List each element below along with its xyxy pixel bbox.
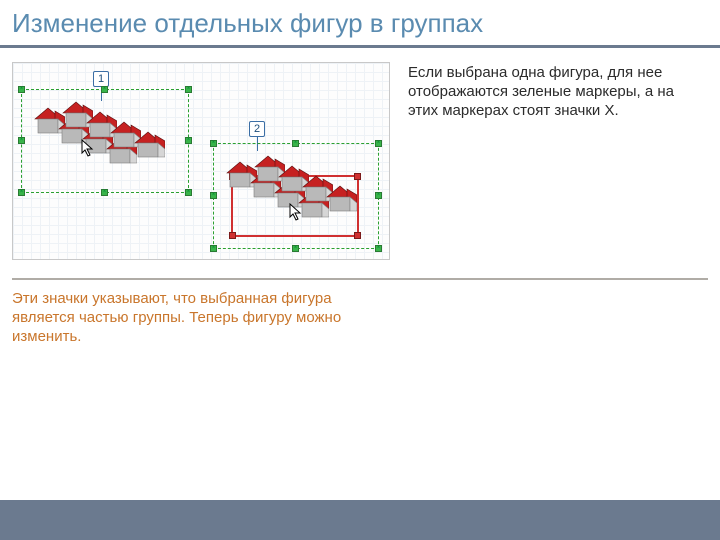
caption-text: Эти значки указывают, что выбранная фигу… <box>0 280 400 346</box>
diagram-canvas: 1 2 × × × × × × × × × × × × × × × × <box>12 62 390 260</box>
page-title: Изменение отдельных фигур в группах <box>12 8 708 39</box>
cursor-icon <box>289 203 303 221</box>
callout-2: 2 <box>249 121 265 137</box>
content-row: 1 2 × × × × × × × × × × × × × × × × <box>0 48 720 260</box>
footer-bar <box>0 500 720 540</box>
house-shape <box>323 183 357 213</box>
house-shape <box>131 129 165 159</box>
callout-1: 1 <box>93 71 109 87</box>
explanation-text: Если выбрана одна фигура, для нее отобра… <box>408 62 708 260</box>
cursor-icon <box>81 139 95 157</box>
